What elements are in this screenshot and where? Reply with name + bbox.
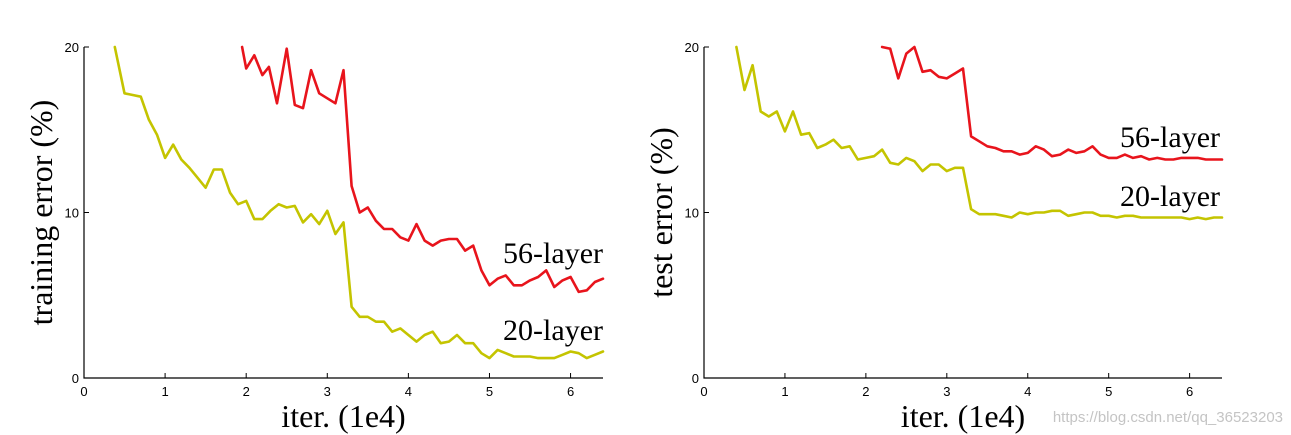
chart-1-x-tick-label: 0 (80, 384, 87, 399)
chart-1-x-tick-label: 4 (405, 384, 412, 399)
watermark-text: https://blog.csdn.net/qq_36523203 (1053, 409, 1283, 426)
chart-2-x-tick-label: 3 (943, 384, 950, 399)
chart-1-series-20-layer-line (113, 45, 605, 360)
chart-2-series-56-layer-label: 56-layer (1120, 121, 1220, 154)
chart-1-y-tick-label: 0 (72, 371, 79, 386)
chart-2-series-56-layer-line (880, 45, 1224, 161)
chart-1-x-tick-label: 5 (486, 384, 493, 399)
chart-2-x-tick-label: 2 (862, 384, 869, 399)
chart-2-y-tick-label: 10 (685, 206, 699, 221)
chart-2-x-axis-label: iter. (1e4) (901, 398, 1025, 434)
chart-2-y-tick-label: 20 (685, 40, 699, 55)
chart-1-x-tick-label: 1 (161, 384, 168, 399)
chart-2-x-tick-label: 6 (1186, 384, 1193, 399)
chart-2-y-axis-label: test error (%) (643, 127, 679, 298)
chart-2-x-tick-label: 5 (1105, 384, 1112, 399)
chart-1-series-20-layer-label: 20-layer (503, 314, 603, 347)
chart-1-series-56-layer-line (240, 45, 605, 294)
chart-1-y-tick-label: 20 (65, 40, 79, 55)
chart-1-y-tick-label: 10 (65, 206, 79, 221)
chart-2-x-tick-label: 4 (1024, 384, 1031, 399)
chart-2-y-tick-label: 0 (692, 371, 699, 386)
chart-1-x-tick-label: 6 (567, 384, 574, 399)
chart-2-x-tick-label: 1 (781, 384, 788, 399)
chart-2-series-20-layer-line (735, 45, 1224, 221)
chart-1-x-tick-label: 2 (243, 384, 250, 399)
chart-1-x-tick-label: 3 (324, 384, 331, 399)
chart-1-y-axis-label: training error (%) (23, 100, 59, 326)
chart-1-x-axis-label: iter. (1e4) (281, 398, 405, 434)
chart-1-series-56-layer-label: 56-layer (503, 237, 603, 270)
chart-2-x-tick-label: 0 (700, 384, 707, 399)
chart-2-series-20-layer-label: 20-layer (1120, 180, 1220, 213)
